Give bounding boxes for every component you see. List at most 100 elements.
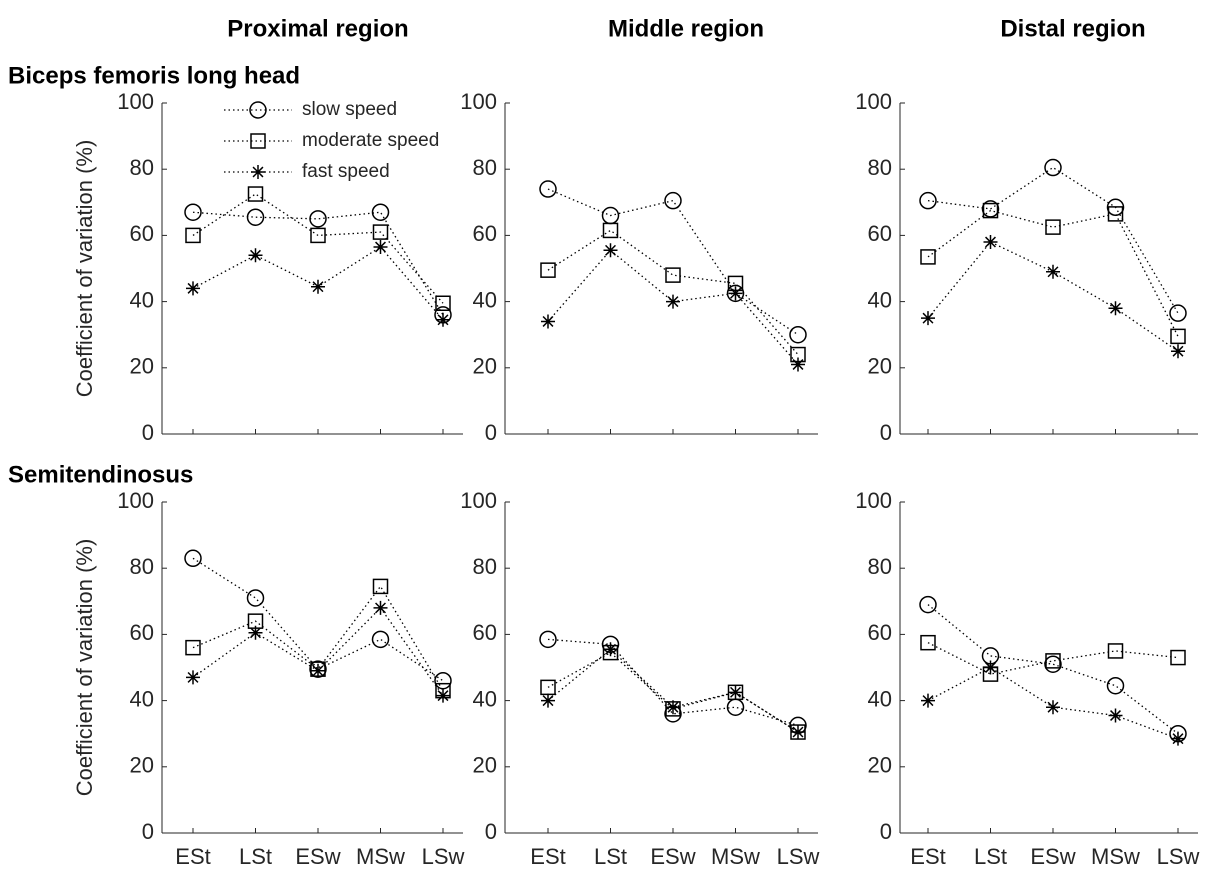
legend-label: fast speed [302, 161, 390, 182]
marker [1045, 653, 1061, 669]
marker [983, 235, 998, 250]
y-tick-label: 20 [868, 354, 892, 379]
series-line [192, 193, 444, 304]
y-tick-label: 80 [868, 155, 892, 180]
marker [435, 295, 451, 312]
y-tick-label: 60 [868, 620, 892, 645]
marker [919, 191, 937, 210]
marker [1044, 655, 1062, 673]
y-tick-label: 20 [473, 753, 497, 778]
marker [1045, 219, 1061, 235]
marker [436, 688, 450, 703]
marker [1108, 301, 1123, 316]
marker [248, 625, 263, 640]
marker [1046, 700, 1060, 715]
y-tick-label: 60 [473, 221, 497, 246]
y-tick-label: 100 [460, 488, 497, 513]
marker [247, 186, 264, 202]
y-tick-label: 20 [868, 753, 892, 778]
y-tick-label: 100 [855, 89, 892, 114]
series-line [927, 604, 1179, 735]
series-line [927, 166, 1179, 314]
x-tick-label: LSt [974, 844, 1007, 869]
marker [371, 203, 390, 221]
legend-label: moderate speed [302, 130, 439, 151]
marker [372, 224, 389, 240]
y-tick-label: 60 [130, 221, 154, 246]
y-tick-label: 20 [130, 354, 154, 379]
marker [1107, 206, 1124, 222]
marker [249, 101, 267, 119]
marker [436, 312, 450, 327]
series-line [547, 651, 799, 733]
x-tick-label: ESw [1030, 844, 1075, 869]
x-tick-label: ESt [175, 844, 210, 869]
column-title: Distal region [1000, 15, 1145, 42]
y-axis-label: Coefficient of variation (%) [72, 140, 97, 398]
y-tick-label: 80 [868, 554, 892, 579]
y-tick-label: 20 [130, 753, 154, 778]
row-title: Semitendinosus [8, 461, 193, 488]
marker [1044, 158, 1062, 177]
y-tick-label: 80 [130, 554, 154, 579]
marker [602, 222, 619, 239]
marker [540, 262, 556, 278]
x-tick-label: LSt [239, 844, 272, 869]
legend-label: slow speed [302, 99, 397, 120]
marker [372, 578, 389, 595]
marker [1106, 676, 1125, 695]
marker [248, 248, 263, 263]
x-tick-label: MSw [356, 844, 405, 869]
y-tick-label: 40 [130, 287, 154, 312]
marker [186, 670, 200, 685]
marker [920, 249, 936, 265]
marker [246, 589, 265, 607]
x-tick-label: ESt [910, 844, 945, 869]
marker [371, 630, 390, 649]
marker [373, 239, 388, 254]
y-tick-label: 0 [142, 420, 154, 445]
marker [185, 639, 201, 656]
marker [1107, 643, 1124, 659]
row-title: Biceps femoris long head [8, 62, 300, 89]
x-tick-label: LSw [1157, 844, 1200, 869]
x-tick-label: MSw [711, 844, 760, 869]
marker [983, 660, 998, 675]
marker [665, 267, 681, 283]
marker [1170, 649, 1186, 666]
marker [541, 314, 555, 329]
series-line [547, 229, 799, 355]
marker [1171, 731, 1185, 746]
x-tick-label: LSw [422, 844, 465, 869]
y-tick-label: 0 [485, 420, 497, 445]
y-tick-label: 100 [117, 89, 154, 114]
y-tick-label: 0 [142, 819, 154, 844]
marker [919, 595, 937, 614]
y-axis-label: Coefficient of variation (%) [72, 539, 97, 797]
series-line [547, 648, 799, 733]
marker [310, 227, 326, 244]
marker [664, 191, 682, 210]
marker [666, 700, 680, 715]
column-title: Middle region [608, 15, 764, 42]
marker [791, 725, 805, 740]
y-tick-label: 100 [460, 89, 497, 114]
series-line [927, 241, 1179, 352]
marker [309, 210, 327, 228]
y-tick-label: 80 [130, 155, 154, 180]
series-line [547, 638, 799, 727]
x-tick-label: LSt [594, 844, 627, 869]
marker [921, 693, 935, 708]
y-tick-label: 0 [880, 819, 892, 844]
column-title: Proximal region [227, 15, 408, 42]
marker [921, 311, 935, 326]
series-line [927, 209, 1179, 337]
y-tick-label: 80 [473, 155, 497, 180]
marker [726, 698, 745, 716]
y-tick-label: 60 [130, 620, 154, 645]
marker [1169, 304, 1187, 322]
marker [539, 180, 557, 198]
marker [311, 279, 325, 294]
x-tick-label: ESt [530, 844, 565, 869]
